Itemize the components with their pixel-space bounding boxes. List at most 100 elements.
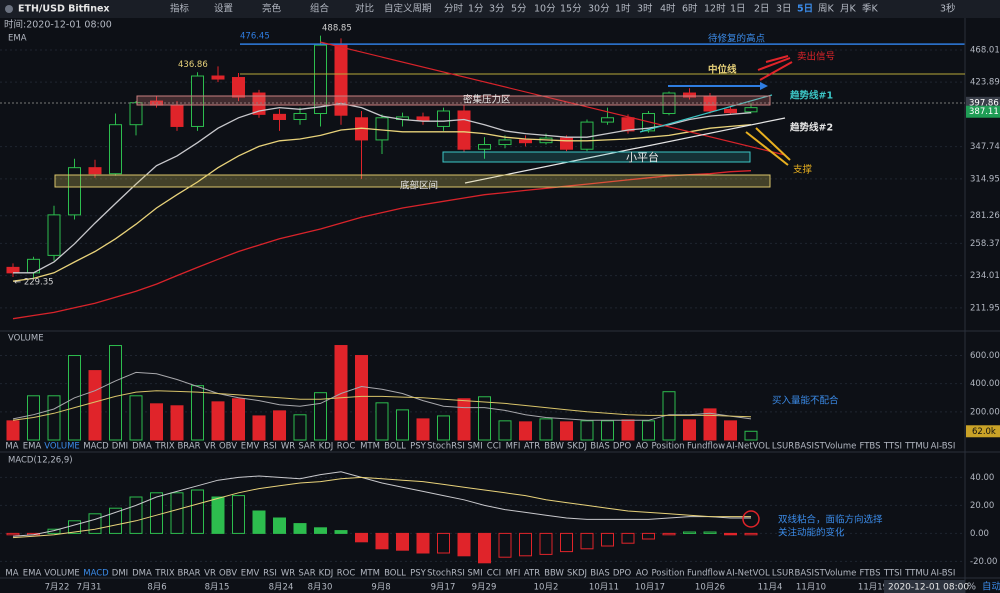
period-button[interactable]: 10分 (534, 4, 556, 15)
indicator-tab[interactable]: EMV (241, 442, 260, 452)
toolbar-button[interactable]: 设置 (214, 4, 233, 15)
indicator-tab[interactable]: PSY (410, 569, 427, 579)
toolbar-button[interactable]: 组合 (310, 3, 330, 15)
indicator-tab[interactable]: BOLL (384, 569, 406, 579)
indicator-tab[interactable]: LSUR (772, 442, 794, 452)
period-button[interactable]: 周K (818, 4, 835, 15)
indicator-tab[interactable]: ATR (524, 442, 540, 452)
indicator-tab[interactable]: AI-BSI (931, 569, 956, 579)
indicator-tab[interactable]: MA (5, 442, 18, 452)
period-button[interactable]: 1时 (615, 3, 631, 15)
indicator-tab[interactable]: ROC (337, 569, 356, 579)
indicator-tab[interactable]: WR (281, 442, 295, 452)
period-button[interactable]: 15分 (560, 4, 582, 15)
indicator-tab[interactable]: SMI (467, 442, 482, 452)
indicator-tab[interactable]: BBW (544, 442, 564, 452)
indicator-tab[interactable]: WR (281, 569, 295, 579)
indicator-tab[interactable]: ROC (337, 442, 356, 452)
indicator-tab[interactable]: MA (5, 569, 18, 579)
indicator-tab[interactable]: EMA (23, 442, 42, 452)
indicator-tab[interactable]: TTMU (904, 442, 929, 452)
indicator-tab[interactable]: BBW (544, 569, 564, 579)
indicator-tab[interactable]: SKDJ (567, 442, 587, 452)
indicator-tab[interactable]: BASIS (795, 442, 820, 452)
toolbar-button[interactable]: 对比 (355, 3, 374, 15)
indicator-tab[interactable]: RSI (263, 569, 277, 579)
indicator-tab[interactable]: SKDJ (567, 569, 587, 579)
indicator-tab[interactable]: CCI (487, 442, 501, 452)
indicator-tab[interactable]: EMV (241, 569, 260, 579)
indicator-tab[interactable]: BIAS (590, 442, 610, 452)
indicator-tab[interactable]: Fundflow (687, 569, 725, 579)
indicator-tab[interactable]: TTSI (883, 569, 902, 579)
indicator-tab[interactable]: Fundflow (687, 442, 725, 452)
indicator-tab[interactable]: Position (651, 569, 684, 579)
auto-button[interactable]: 自动 (982, 581, 1000, 593)
indicator-tab[interactable]: KDJ (319, 442, 334, 452)
indicator-tab[interactable]: AI-NetVOL (726, 569, 770, 579)
indicator-tab[interactable]: MTM (360, 569, 380, 579)
indicator-tab[interactable]: FTBS (859, 569, 880, 579)
indicator-tab[interactable]: SAR (298, 569, 315, 579)
indicator-tab[interactable]: LSUR (772, 569, 794, 579)
indicator-tab[interactable]: VOLUME (44, 569, 80, 579)
indicator-tab[interactable]: OBV (219, 442, 237, 452)
indicator-tab[interactable]: DMA (132, 442, 152, 452)
period-button[interactable]: 1分 (468, 4, 484, 15)
indicator-tab[interactable]: AO (636, 442, 649, 452)
indicator-tab[interactable]: ATR (524, 569, 540, 579)
indicator-tab[interactable]: BOLL (384, 442, 406, 452)
indicator-tab[interactable]: TRIX (154, 569, 175, 579)
indicator-tab[interactable]: BIAS (590, 569, 610, 579)
period-button[interactable]: 12时 (704, 3, 726, 15)
indicator-tab[interactable]: TTSI (883, 442, 902, 452)
period-button[interactable]: 3分 (489, 4, 505, 15)
period-button[interactable]: 3日 (776, 4, 792, 15)
indicator-tab[interactable]: RSI (263, 442, 277, 452)
period-button[interactable]: 2日 (754, 4, 770, 15)
indicator-tab[interactable]: SAR (298, 442, 315, 452)
period-button[interactable]: 30分 (588, 4, 610, 15)
indicator-tab[interactable]: MFI (506, 569, 521, 579)
toolbar-button[interactable]: 亮色 (262, 3, 282, 15)
period-button[interactable]: 3时 (637, 3, 653, 15)
indicator-tab[interactable]: FTBS (859, 442, 880, 452)
indicator-tab[interactable]: MACD (83, 569, 109, 579)
indicator-tab[interactable]: VR (204, 569, 216, 579)
indicator-tab[interactable]: PSY (410, 442, 427, 452)
indicator-tab[interactable]: CCI (487, 569, 501, 579)
indicator-tab[interactable]: DMI (112, 442, 128, 452)
indicator-tab[interactable]: SMI (467, 569, 482, 579)
indicator-tab[interactable]: MACD (83, 442, 109, 452)
indicator-tab[interactable]: BRAR (177, 442, 200, 452)
indicator-tab[interactable]: DPO (613, 569, 632, 579)
period-button[interactable]: 5分 (511, 4, 527, 15)
indicator-tab[interactable]: MTM (360, 442, 380, 452)
period-button[interactable]: 分时 (444, 3, 464, 15)
period-button[interactable]: 月K (840, 4, 857, 15)
indicator-tab[interactable]: VOLUME (44, 442, 80, 452)
indicator-tab[interactable]: MFI (506, 442, 521, 452)
indicator-tab[interactable]: KDJ (319, 569, 334, 579)
indicator-tab[interactable]: BASIS (795, 569, 820, 579)
indicator-tab[interactable]: EMA (23, 569, 42, 579)
indicator-tab[interactable]: DMA (132, 569, 152, 579)
indicator-tab[interactable]: TVolume (819, 569, 857, 579)
indicator-tab[interactable]: DMI (112, 569, 128, 579)
period-button[interactable]: 6时 (682, 3, 698, 15)
indicator-tab[interactable]: DPO (613, 442, 632, 452)
indicator-tab[interactable]: TVolume (819, 442, 857, 452)
period-button[interactable]: 4时 (660, 3, 676, 15)
period-button[interactable]: 1日 (730, 4, 746, 15)
period-button[interactable]: 季K (862, 3, 879, 15)
custom-period[interactable]: 自定义周期 (384, 3, 432, 15)
indicator-tab[interactable]: BRAR (177, 569, 200, 579)
indicator-tab[interactable]: OBV (219, 569, 237, 579)
period-button[interactable]: 5日 (797, 4, 813, 15)
indicator-tab[interactable]: StochRSI (427, 569, 465, 579)
symbol[interactable]: ETH/USD Bitfinex (18, 4, 110, 15)
toolbar-button[interactable]: 指标 (170, 3, 190, 15)
indicator-tab[interactable]: AO (636, 569, 649, 579)
indicator-tab[interactable]: AI-NetVOL (726, 442, 770, 452)
indicator-tab[interactable]: Position (651, 442, 684, 452)
